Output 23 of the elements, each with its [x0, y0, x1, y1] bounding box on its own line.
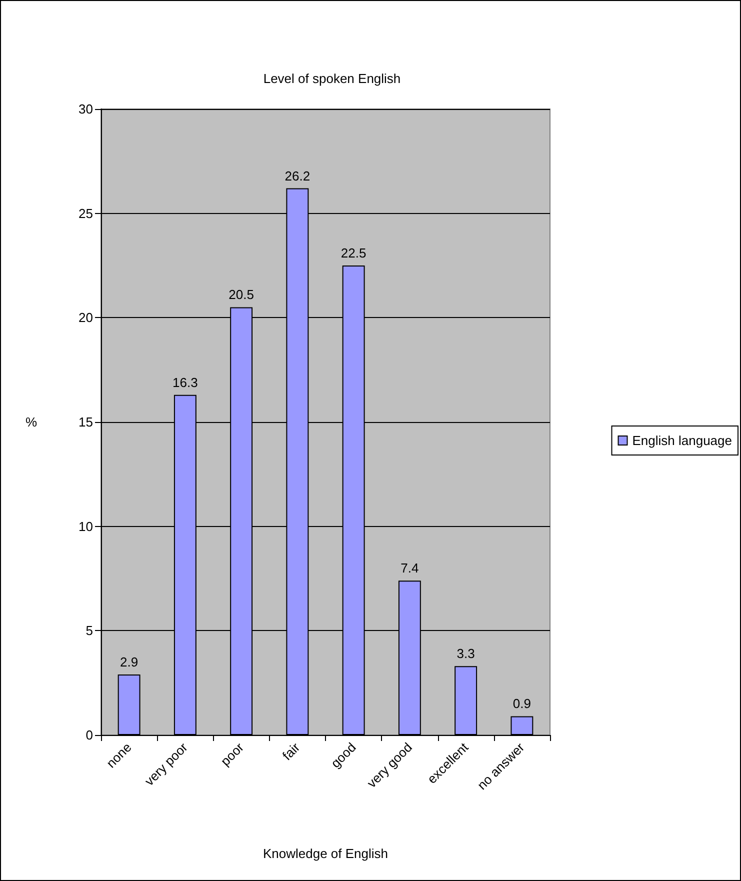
- data-label: 3.3: [456, 646, 475, 662]
- data-label: 7.4: [400, 560, 419, 576]
- bar: [454, 666, 478, 735]
- y-tick-label: 0: [86, 728, 93, 742]
- legend-label: English language: [632, 433, 732, 448]
- data-label: 22.5: [340, 246, 366, 260]
- y-tick-label: 20: [78, 310, 93, 326]
- data-label: 2.9: [120, 654, 138, 670]
- bar: [510, 716, 534, 735]
- y-tick-label: 25: [78, 206, 93, 221]
- data-label: 20.5: [228, 287, 254, 302]
- y-tick-label: 30: [78, 102, 93, 116]
- bar: [118, 674, 140, 735]
- data-label: 16.3: [172, 374, 198, 390]
- y-axis-title: %: [25, 414, 38, 430]
- x-tick-label: fair: [279, 739, 304, 764]
- data-label: 0.9: [512, 696, 531, 712]
- y-tick-label: 10: [78, 518, 93, 534]
- chart-title: Level of spoken English: [263, 71, 401, 86]
- y-tick-label: 15: [78, 414, 93, 430]
- x-axis-title: Knowledge of English: [262, 846, 388, 861]
- data-label: 26.2: [284, 168, 310, 184]
- y-tick-label: 5: [86, 623, 93, 638]
